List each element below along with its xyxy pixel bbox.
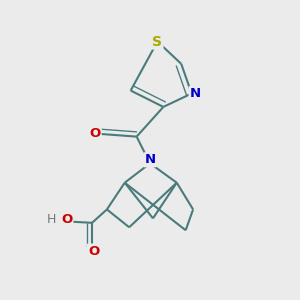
Text: O: O [89, 127, 100, 140]
Text: N: N [144, 153, 156, 166]
Text: O: O [88, 244, 99, 258]
Text: S: S [152, 34, 162, 49]
Text: O: O [61, 213, 72, 226]
Text: H: H [46, 213, 56, 226]
Text: N: N [190, 87, 201, 100]
